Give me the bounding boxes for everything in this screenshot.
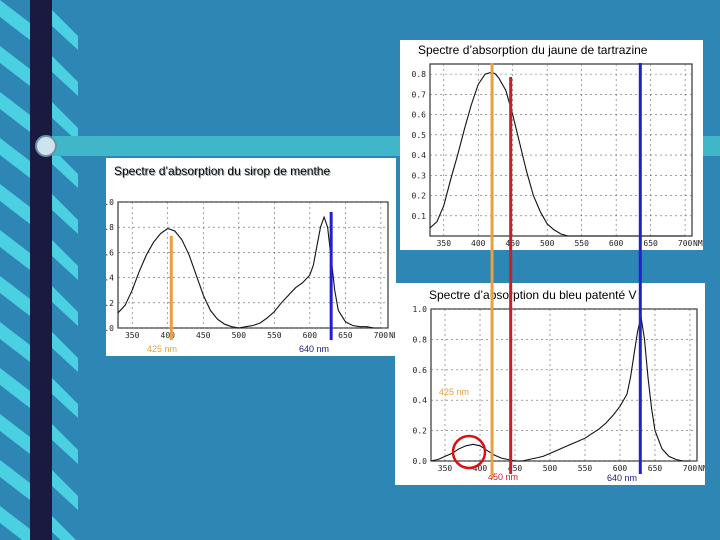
- zigzag-segment: [52, 56, 78, 96]
- chart-title-tartrazine: Spectre d’absorption du jaune de tartraz…: [418, 43, 648, 57]
- zigzag-segment: [0, 92, 30, 132]
- plot-frame: [429, 63, 693, 237]
- zigzag-segment: [52, 102, 78, 142]
- panel-menthe: Spectre d’absorption du sirop de menthe …: [106, 158, 396, 356]
- x-unit-label: NM: [693, 239, 703, 248]
- zigzag-segment: [0, 138, 30, 178]
- marker-label-425-bleu: 425 nm: [439, 387, 470, 397]
- x-tick-label: 350: [437, 239, 452, 248]
- zigzag-segment: [0, 0, 30, 40]
- chart-title-bleu: Spectre d’absorption du bleu patenté V: [429, 288, 637, 302]
- x-tick-label: 550: [578, 464, 593, 473]
- marker-label-450-bleu: 450 nm: [488, 472, 519, 482]
- marker-label-640-bleu: 640 nm: [607, 473, 638, 483]
- x-tick-label: 600: [613, 464, 628, 473]
- y-tick-label: 0.4: [106, 274, 114, 283]
- zigzag-segment: [52, 424, 78, 464]
- x-tick-label: 500: [540, 239, 555, 248]
- x-tick-label: 700: [683, 464, 698, 473]
- plot-frame: [430, 308, 698, 462]
- chart-bleu: 1.0 0.8 0.6 0.4 0.2 0.0 350 400 450 500 550 600 650 7…: [413, 305, 705, 473]
- panel-bleu: Spectre d’absorption du bleu patenté V 1…: [395, 283, 705, 485]
- zigzag-segment: [52, 10, 78, 50]
- chart-title-menthe: Spectre d’absorption du sirop de menthe: [114, 164, 331, 178]
- zigzag-segment: [0, 46, 30, 86]
- x-unit-label: NM: [698, 464, 705, 473]
- zigzag-segment: [52, 148, 78, 188]
- absorption-curve-tartrazine: [429, 71, 686, 237]
- x-tick-label: 650: [338, 331, 353, 340]
- zigzag-segment: [0, 368, 30, 408]
- zigzag-segment: [52, 240, 78, 280]
- x-tick-label: 500: [232, 331, 247, 340]
- zigzag-segment: [0, 414, 30, 454]
- x-tick-label: 650: [648, 464, 663, 473]
- marker-label-425-menthe: 425 nm: [147, 344, 178, 354]
- y-tick-label: 1.0: [106, 198, 114, 207]
- chart-menthe: 1.0 0.8 0.6 0.4 0.2 0.0 350 400 450 500 550 600 650 7…: [106, 198, 396, 340]
- x-tick-label: 350: [125, 331, 140, 340]
- zigzag-segment: [0, 276, 30, 316]
- x-tick-label: 600: [609, 239, 624, 248]
- x-tick-label: 500: [543, 464, 558, 473]
- y-tick-label: 0.8: [106, 223, 114, 232]
- y-tick-label: 0.4: [413, 396, 428, 405]
- x-tick-label: 650: [643, 239, 658, 248]
- zigzag-segment: [0, 230, 30, 270]
- zigzag-segment: [52, 470, 78, 510]
- y-tick-label: 0.3: [412, 171, 427, 180]
- x-tick-label: 600: [303, 331, 318, 340]
- binder-zigzag: [0, 0, 78, 540]
- zigzag-segment: [52, 516, 76, 540]
- binder-ring-icon: [35, 135, 57, 157]
- y-tick-label: 0.8: [412, 70, 427, 79]
- zigzag-segment: [52, 332, 78, 372]
- zigzag-segment: [0, 322, 30, 362]
- zigzag-segment: [0, 184, 30, 224]
- x-tick-label: 450: [506, 239, 521, 248]
- y-tick-label: 0.0: [106, 324, 114, 333]
- x-tick-label: 550: [574, 239, 589, 248]
- y-tick-label: 0.8: [413, 335, 428, 344]
- y-tick-label: 1.0: [413, 305, 428, 314]
- y-tick-label: 0.6: [412, 111, 427, 120]
- y-tick-label: 0.2: [106, 299, 114, 308]
- marker-label-640-menthe: 640 nm: [299, 344, 330, 354]
- absorption-curve-bleu: [430, 316, 690, 462]
- x-tick-label: 400: [161, 331, 176, 340]
- y-tick-label: 0.6: [106, 248, 114, 257]
- y-tick-label: 0.4: [412, 151, 427, 160]
- y-tick-label: 0.2: [412, 192, 427, 201]
- x-tick-label: 450: [196, 331, 211, 340]
- zigzag-segment: [0, 506, 30, 540]
- y-tick-label: 0.6: [413, 366, 428, 375]
- y-tick-label: 0.0: [413, 457, 428, 466]
- y-tick-label: 0.7: [412, 90, 427, 99]
- x-tick-label: 700: [374, 331, 389, 340]
- x-tick-label: 550: [267, 331, 282, 340]
- x-unit-label: NM: [389, 331, 396, 340]
- absorption-curve-menthe: [117, 215, 381, 329]
- chart-tartrazine: 0.8 0.7 0.6 0.5 0.4 0.3 0.2 0.1 350 400 450 500 550 6…: [412, 63, 703, 248]
- binder-spine: [30, 0, 52, 540]
- y-tick-label: 0.5: [412, 131, 427, 140]
- zigzag-segment: [52, 194, 78, 234]
- zigzag-segment: [0, 460, 30, 500]
- panel-tartrazine: Spectre d’absorption du jaune de tartraz…: [400, 40, 703, 250]
- y-tick-label: 0.1: [412, 212, 427, 221]
- x-tick-label: 400: [473, 464, 488, 473]
- y-tick-label: 0.2: [413, 427, 428, 436]
- x-tick-label: 400: [471, 239, 486, 248]
- x-tick-label: 450: [508, 464, 523, 473]
- x-tick-label: 700: [678, 239, 693, 248]
- zigzag-segment: [52, 378, 78, 418]
- x-tick-label: 350: [438, 464, 453, 473]
- zigzag-segment: [52, 286, 78, 326]
- plot-frame: [117, 201, 389, 329]
